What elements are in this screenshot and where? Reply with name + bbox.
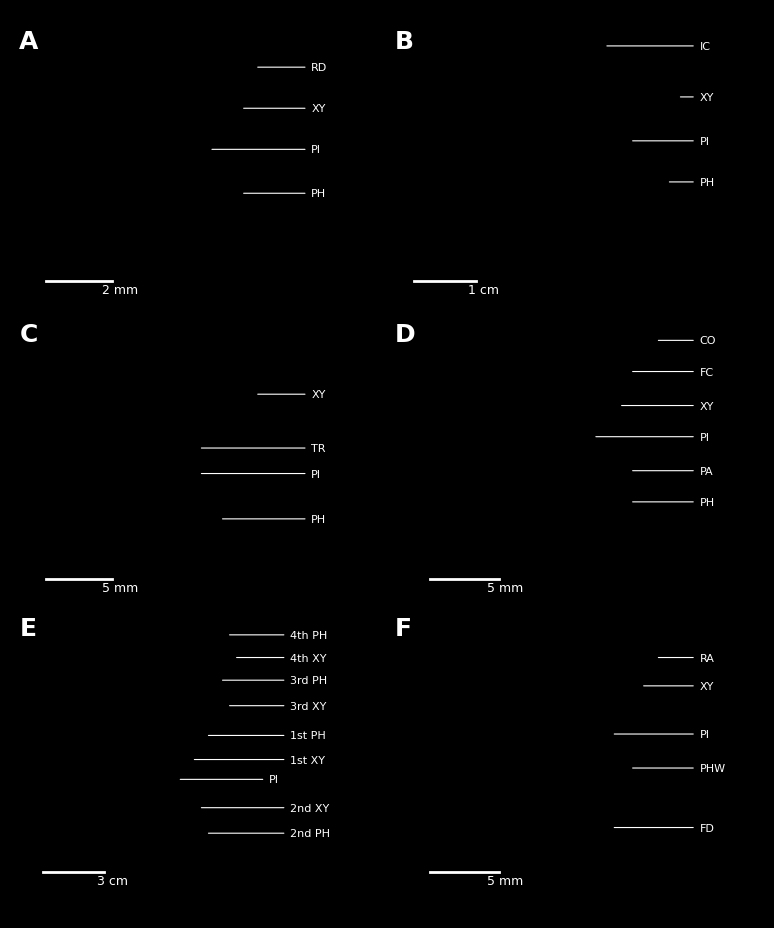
Text: PA: PA [700, 466, 714, 476]
Text: 5 mm: 5 mm [102, 581, 138, 594]
Text: 1 cm: 1 cm [468, 284, 499, 297]
Text: PH: PH [700, 178, 715, 187]
Text: E: E [19, 616, 36, 640]
Text: PI: PI [700, 729, 710, 740]
Text: XY: XY [700, 681, 714, 691]
Text: 4th PH: 4th PH [290, 630, 327, 640]
Text: C: C [19, 323, 38, 347]
Text: 2nd XY: 2nd XY [290, 803, 330, 813]
Text: F: F [395, 616, 412, 640]
Text: IC: IC [700, 42, 711, 52]
Text: B: B [395, 30, 414, 54]
Text: XY: XY [311, 104, 326, 114]
Text: PI: PI [700, 432, 710, 443]
Text: XY: XY [311, 390, 326, 400]
Text: PH: PH [311, 514, 327, 524]
Text: 2 mm: 2 mm [102, 284, 138, 297]
Text: FD: FD [700, 822, 714, 832]
Text: PHW: PHW [700, 763, 726, 773]
Text: PH: PH [700, 497, 715, 508]
Text: PI: PI [311, 469, 321, 479]
Text: 3 cm: 3 cm [97, 874, 128, 887]
Text: TR: TR [311, 444, 326, 454]
Text: D: D [395, 323, 416, 347]
Text: PI: PI [269, 775, 279, 784]
Text: 4th XY: 4th XY [290, 652, 327, 663]
Text: FC: FC [700, 367, 714, 377]
Text: PH: PH [311, 189, 327, 199]
Text: RA: RA [700, 652, 714, 663]
Text: XY: XY [700, 93, 714, 103]
Text: CO: CO [700, 336, 716, 346]
Text: 5 mm: 5 mm [487, 581, 522, 594]
Text: 3rd PH: 3rd PH [290, 676, 327, 686]
Text: PI: PI [700, 136, 710, 147]
Text: XY: XY [700, 401, 714, 411]
Text: A: A [19, 30, 39, 54]
Text: PI: PI [311, 145, 321, 155]
Text: 5 mm: 5 mm [487, 874, 522, 887]
Text: 2nd PH: 2nd PH [290, 829, 330, 838]
Text: 3rd XY: 3rd XY [290, 701, 327, 711]
Text: 1st PH: 1st PH [290, 730, 326, 741]
Text: RD: RD [311, 63, 327, 73]
Text: 1st XY: 1st XY [290, 754, 325, 765]
